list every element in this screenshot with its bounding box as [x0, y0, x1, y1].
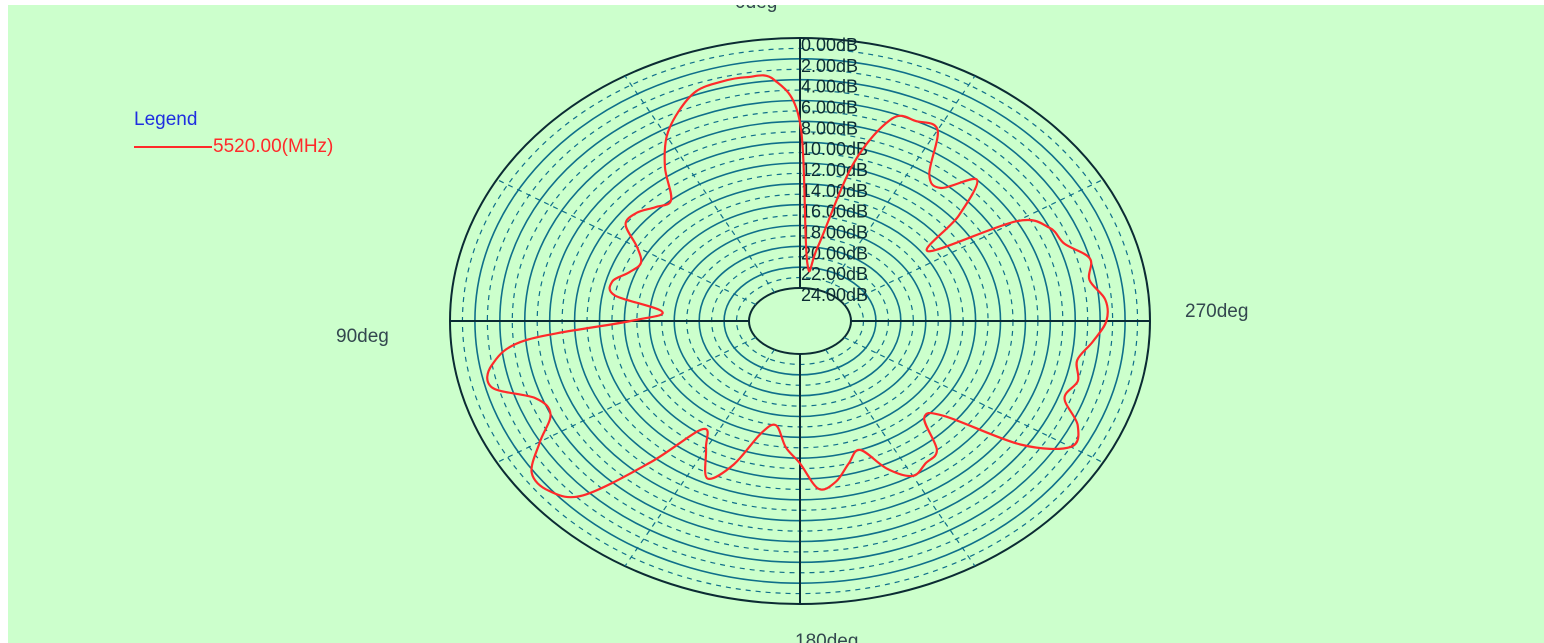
legend-series-label: 5520.00(MHz): [213, 136, 334, 157]
angle-label-90deg: 90deg: [336, 326, 389, 347]
grid-spoke: [843, 336, 1104, 464]
grid-spoke: [496, 336, 757, 464]
polar-chart: 0.00dB2.00dB4.00dB6.00dB8.00dB10.00dB12.…: [449, 35, 1151, 605]
radial-tick-label: 24.00dB: [801, 285, 868, 305]
plot-area: 0.00dB 2.00dB 4.00dB 6.00dB 8.00dB 10.00dB 12.…: [8, 5, 1544, 643]
legend-item: 5520.00(MHz): [134, 136, 333, 158]
legend-title: Legend: [134, 109, 198, 130]
radial-tick-label: 16.00dB: [801, 202, 868, 222]
radial-tick-label: 2.00dB: [801, 56, 858, 76]
radial-tick-label: 10.00dB: [801, 139, 868, 159]
radial-tick-label: 18.00dB: [801, 223, 868, 243]
radial-tick-label: 22.00dB: [801, 264, 868, 284]
angle-label-0deg: 0deg: [735, 5, 777, 14]
grid-spoke: [825, 349, 976, 567]
radial-tick-label: 0.00dB: [801, 35, 858, 55]
radial-tick-label: 20.00dB: [801, 243, 868, 263]
grid-spoke: [843, 178, 1104, 306]
grid-spoke: [496, 178, 757, 306]
radial-tick-label: 12.00dB: [801, 160, 868, 180]
series-5520mhz-trace: [486, 74, 1109, 499]
angle-label-270deg: 270deg: [1185, 301, 1249, 322]
grid-spoke: [624, 349, 775, 567]
radial-tick-label: 4.00dB: [801, 77, 858, 97]
radial-tick-label: 6.00dB: [801, 98, 858, 118]
grid-spoke: [825, 75, 976, 293]
angle-label-180deg: 180deg: [795, 631, 859, 643]
legend-line-swatch: [134, 146, 212, 148]
grid-spoke: [624, 75, 775, 293]
radial-tick-label: 8.00dB: [801, 118, 858, 138]
radial-tick-label: 14.00dB: [801, 181, 868, 201]
